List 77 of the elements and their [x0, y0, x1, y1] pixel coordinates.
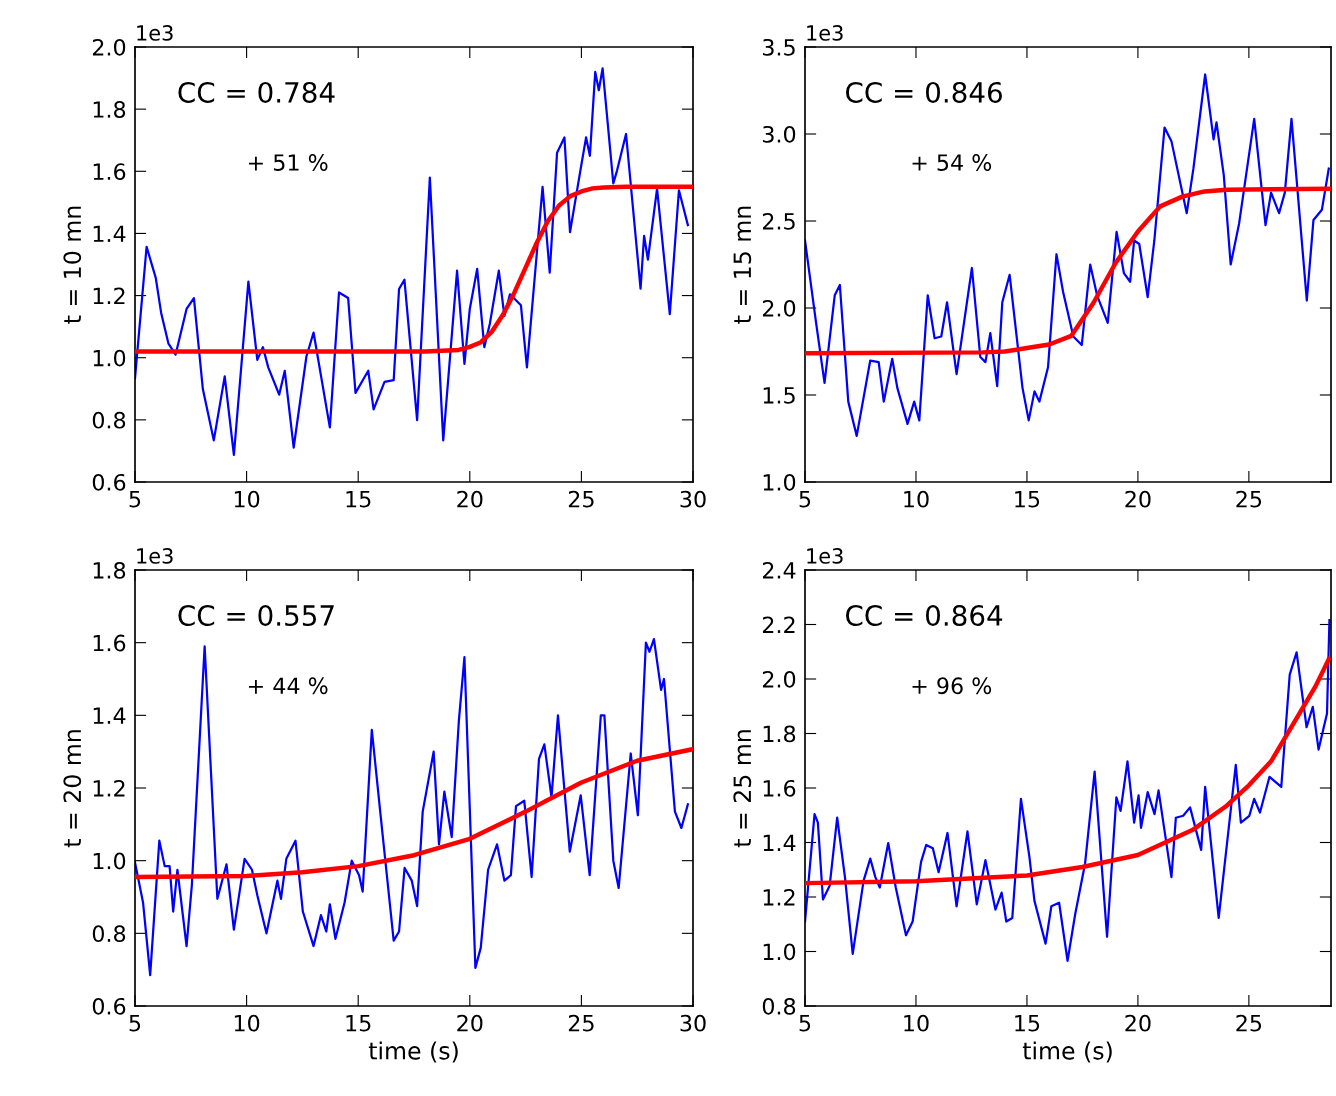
- y-tick-label: 2.5: [762, 212, 795, 230]
- text: 1e3: [807, 25, 843, 41]
- x-axis-title: time (s): [1022, 1041, 1112, 1063]
- y-tick-label: 1.4: [93, 707, 126, 724]
- text: 1e3: [807, 548, 843, 564]
- y-tick-label: 0.6: [92, 997, 126, 1015]
- y-tick-label: 0.8: [92, 411, 126, 429]
- x-tick-label: 5: [129, 491, 141, 508]
- y-tick-label: 1.5: [763, 387, 795, 404]
- text: 1e3: [137, 548, 173, 564]
- x-tick-label: 15: [346, 1015, 371, 1032]
- x-tick-label: 10: [234, 490, 260, 508]
- x-tick-label: 20: [1125, 490, 1151, 508]
- y-tick-label: 2.2: [762, 616, 795, 633]
- x-tick-label: 30: [680, 490, 706, 508]
- y-tick-label: 1.8: [763, 725, 796, 743]
- y-tick-label: 1.8: [93, 561, 126, 579]
- y-tick-label: 3.0: [763, 125, 796, 143]
- y-tick-label: 0.6: [92, 473, 126, 491]
- x-tick-label: 20: [1125, 1014, 1151, 1032]
- line-series: [135, 746, 693, 880]
- x-tick-label: 15: [1015, 1015, 1040, 1032]
- y-tick-label: 1.4: [763, 834, 796, 851]
- y-axis-title: t = 10 mn: [63, 206, 82, 324]
- y-tick-label: 1.6: [763, 779, 796, 797]
- y-tick-label: 1.8: [93, 101, 126, 118]
- x-tick-label: 25: [1236, 1014, 1262, 1032]
- y-tick-label: 2.0: [92, 38, 126, 56]
- line-series: [805, 73, 1330, 437]
- x-tick-label: 10: [904, 1014, 929, 1032]
- y-tick-label: 1.0: [763, 473, 796, 491]
- y-tick-label: 2.4: [762, 561, 796, 579]
- y-tick-label: 0.8: [92, 925, 126, 943]
- line-series: [135, 184, 693, 354]
- y-tick-label: 1.6: [93, 634, 126, 652]
- x-tick-label: 25: [568, 1014, 594, 1032]
- annotation: CC = 0.557: [178, 605, 334, 627]
- text: 1e3: [137, 25, 173, 41]
- x-tick-label: 10: [234, 1014, 260, 1032]
- y-tick-label: 0.8: [762, 997, 796, 1015]
- y-tick-label: 1.2: [763, 888, 795, 906]
- y-tick-label: 1.0: [93, 349, 126, 367]
- annotation: + 96 %: [912, 677, 992, 695]
- x-tick-label: 5: [129, 1015, 141, 1032]
- x-tick-label: 15: [346, 491, 371, 508]
- y-tick-label: 2.0: [762, 670, 796, 688]
- x-tick-label: 25: [568, 490, 594, 508]
- y-axis-title: t = 20 mn: [63, 730, 82, 848]
- annotation: + 44 %: [248, 677, 328, 695]
- x-tick-label: 15: [1015, 491, 1040, 508]
- y-tick-label: 1.4: [93, 225, 126, 242]
- y-tick-label: 3.5: [763, 38, 795, 56]
- y-tick-label: 2.0: [762, 299, 796, 317]
- x-axis-title: time (s): [368, 1041, 458, 1063]
- annotation: CC = 0.846: [846, 81, 1002, 103]
- y-tick-label: 1.0: [763, 943, 796, 961]
- annotation: CC = 0.784: [178, 81, 335, 103]
- x-tick-label: 10: [904, 490, 929, 508]
- x-tick-label: 20: [457, 1014, 483, 1032]
- line-series: [135, 637, 689, 977]
- annotation: CC = 0.864: [846, 605, 1003, 627]
- annotation: + 54 %: [912, 154, 992, 171]
- x-tick-label: 30: [680, 1014, 706, 1032]
- y-tick-label: 1.0: [93, 852, 126, 870]
- y-tick-label: 1.6: [93, 163, 126, 181]
- line-series: [805, 186, 1331, 356]
- x-tick-label: 25: [1236, 490, 1262, 508]
- y-tick-label: 1.2: [93, 779, 125, 797]
- y-tick-label: 1.2: [93, 287, 125, 305]
- y-axis-title: t = 25 mn: [733, 730, 752, 848]
- annotation: + 51 %: [248, 154, 328, 171]
- y-axis-title: t = 15 mn: [733, 206, 752, 324]
- line-series: [805, 656, 1331, 886]
- x-tick-label: 20: [457, 490, 483, 508]
- x-tick-label: 5: [799, 1015, 811, 1032]
- x-tick-label: 5: [799, 491, 811, 508]
- line-series: [135, 67, 689, 457]
